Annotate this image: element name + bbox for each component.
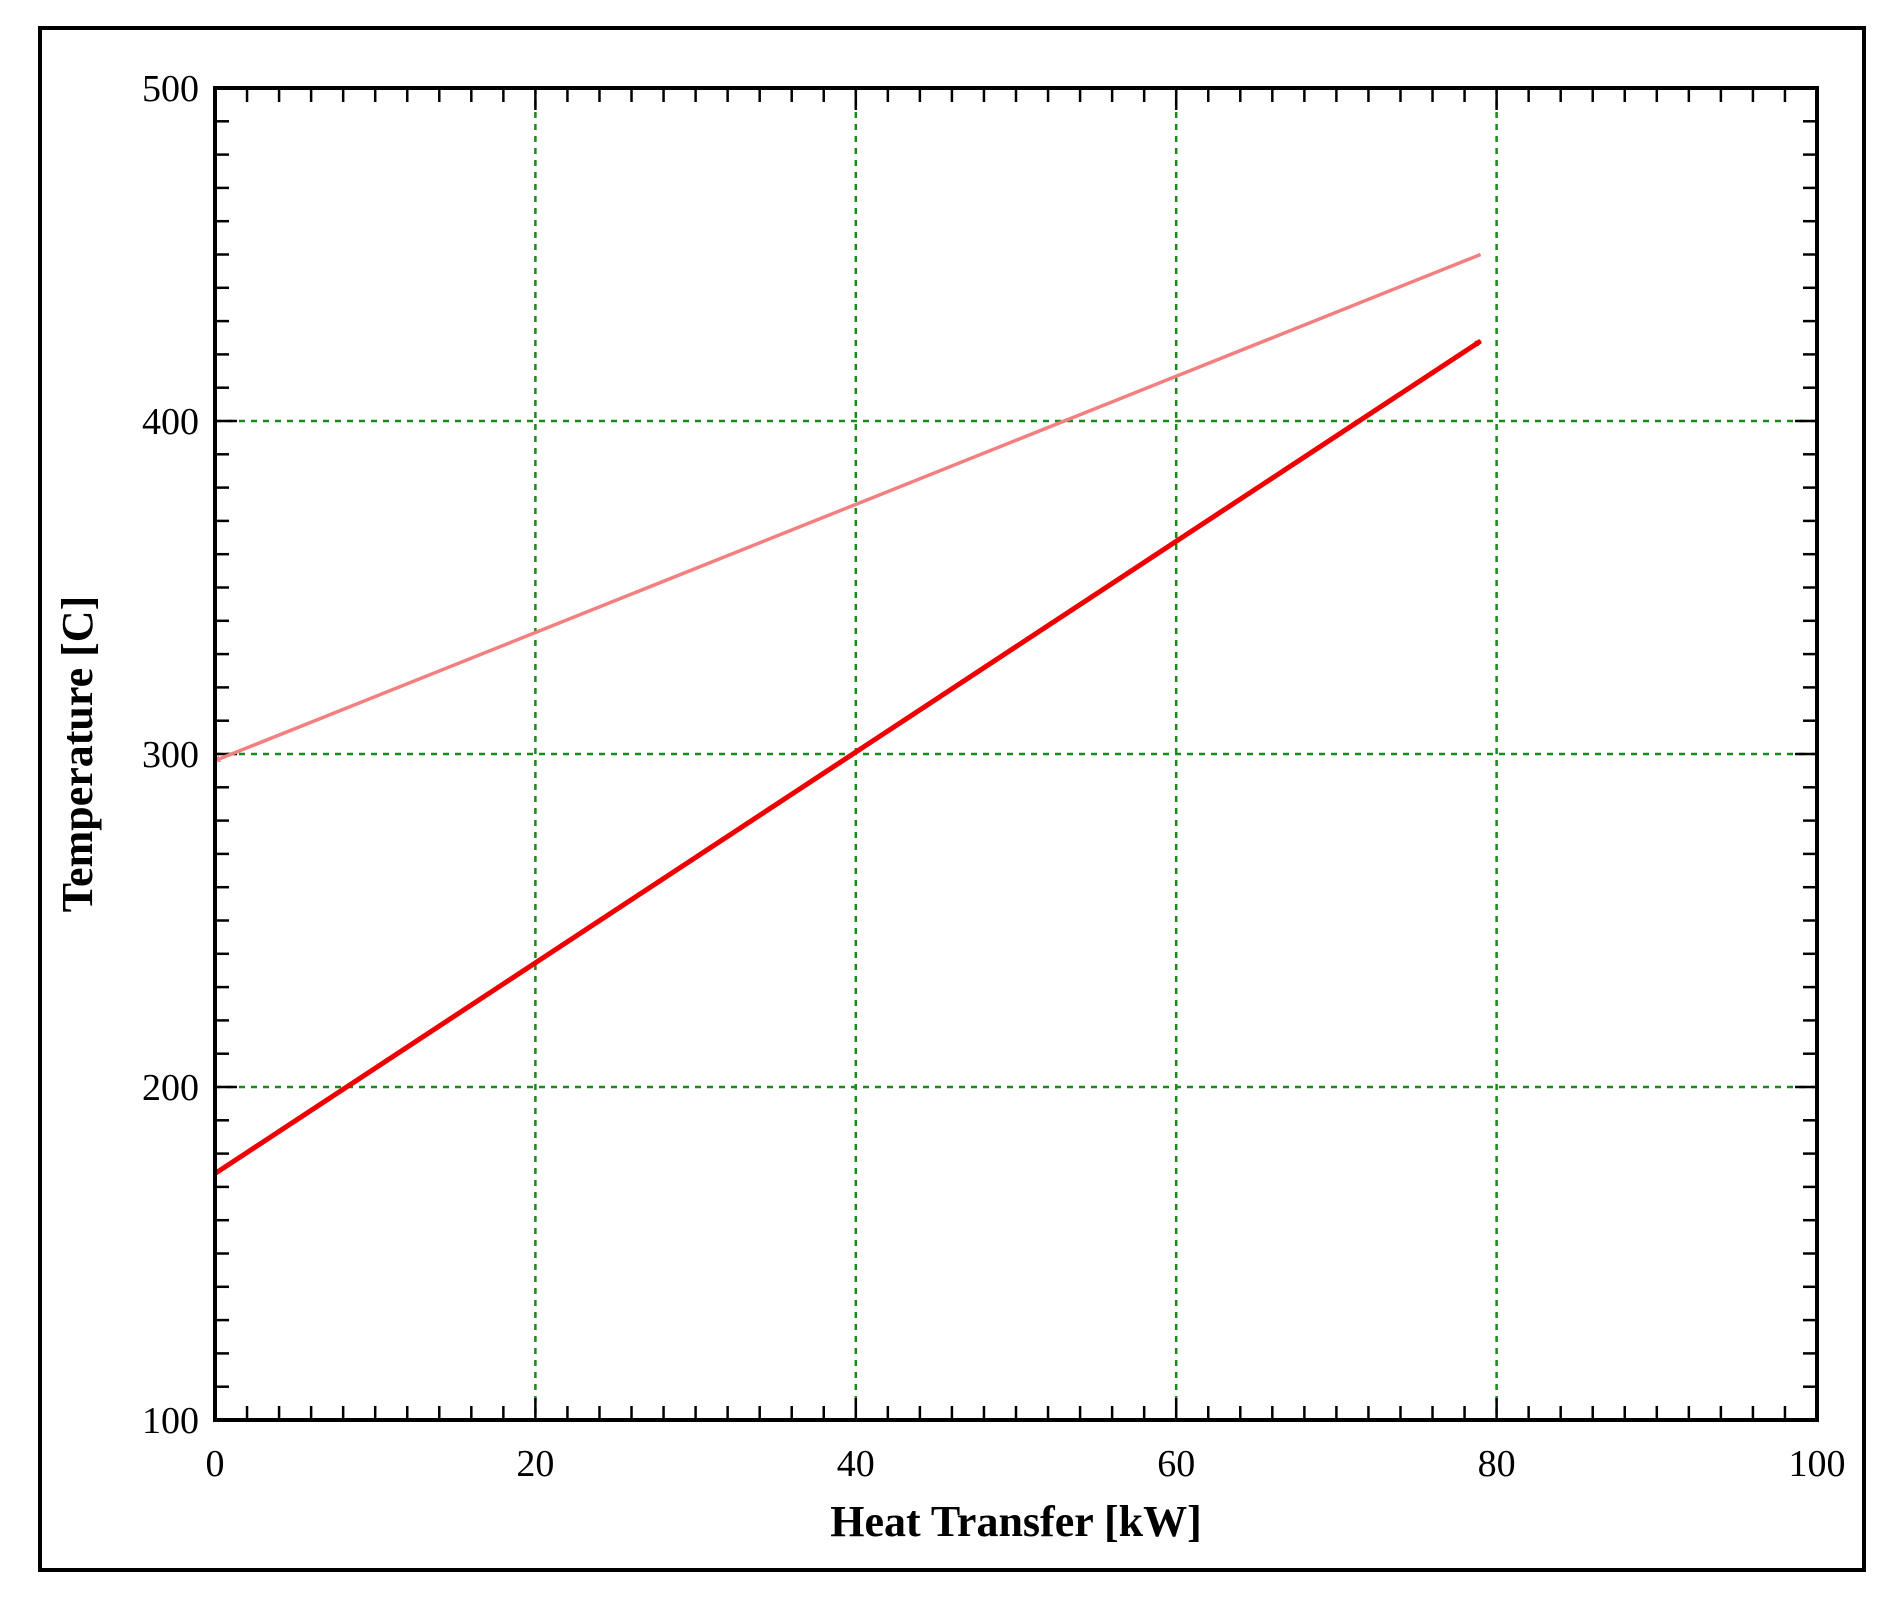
y-tick-labels: 100 200 300 400 500 — [142, 68, 199, 1442]
x-tick-labels: 0 20 40 60 80 100 — [206, 1443, 1846, 1485]
grid — [215, 88, 1817, 1420]
y-tick-label: 400 — [142, 401, 199, 443]
x-tick-label: 40 — [837, 1443, 875, 1485]
series-line-2 — [213, 338, 1481, 1176]
x-tick-label: 100 — [1789, 1443, 1846, 1485]
x-tick-label: 20 — [516, 1443, 554, 1485]
y-tick-label: 100 — [142, 1400, 199, 1442]
x-tick-label: 80 — [1478, 1443, 1516, 1485]
x-tick-label: 60 — [1157, 1443, 1195, 1485]
minor-ticks — [213, 86, 1819, 1422]
y-tick-label: 200 — [142, 1067, 199, 1109]
plot-area-border — [213, 86, 1819, 1422]
y-axis-label: Temperature [C] — [53, 596, 102, 913]
chart-frame — [38, 26, 1866, 1572]
series-line-1 — [215, 252, 1482, 763]
x-axis-label: Heat Transfer [kW] — [830, 1497, 1202, 1546]
x-tick-label: 0 — [206, 1443, 225, 1485]
y-tick-label: 500 — [142, 68, 199, 110]
y-tick-label: 300 — [142, 734, 199, 776]
series-layer — [213, 252, 1482, 1176]
